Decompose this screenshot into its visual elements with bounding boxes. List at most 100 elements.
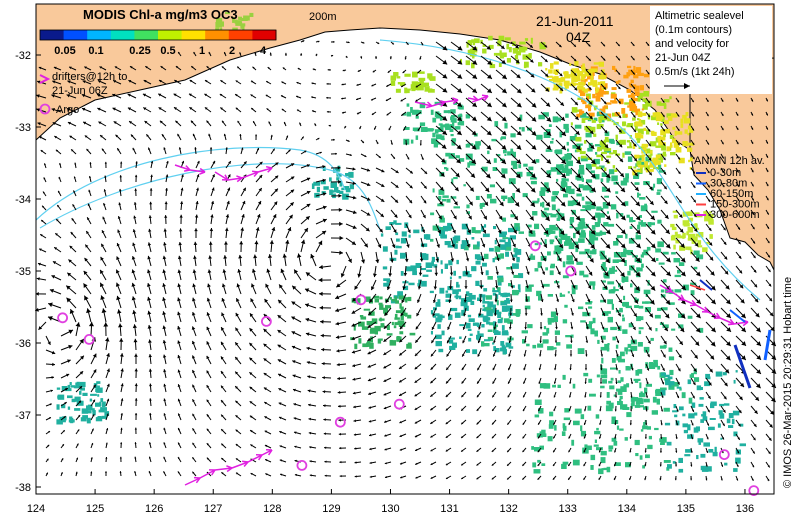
chl-speck	[578, 238, 585, 243]
chl-speck	[482, 308, 486, 311]
chl-speck	[558, 385, 561, 388]
chl-speck	[601, 152, 607, 154]
chl-speck	[615, 191, 618, 194]
chl-speck	[510, 235, 516, 239]
chl-speck	[614, 441, 618, 446]
chl-speck	[427, 128, 433, 132]
chl-speck	[348, 172, 353, 178]
chl-speck	[567, 255, 573, 261]
chl-speck	[572, 107, 578, 113]
chl-speck	[639, 119, 641, 123]
chl-speck	[612, 289, 619, 291]
chl-speck	[529, 285, 534, 287]
chl-speck	[401, 271, 404, 276]
chl-speck	[664, 408, 670, 412]
chl-speck	[531, 181, 537, 184]
chl-speck	[524, 62, 529, 68]
chl-speck	[379, 297, 382, 300]
chl-speck	[616, 213, 618, 219]
chl-speck	[566, 161, 573, 167]
chl-speck	[694, 427, 699, 432]
chl-speck	[664, 99, 670, 102]
chl-speck	[498, 319, 503, 323]
chl-speck	[723, 372, 727, 375]
chl-speck	[632, 397, 638, 401]
chl-speck	[434, 264, 438, 267]
chl-speck	[647, 426, 651, 430]
chl-speck	[472, 56, 475, 58]
chl-speck	[625, 201, 628, 206]
chl-speck	[620, 396, 623, 399]
chl-speck	[502, 218, 506, 222]
chl-speck	[58, 395, 64, 398]
chl-speck	[522, 330, 528, 333]
chl-speck	[483, 234, 490, 238]
chl-speck	[611, 140, 615, 144]
chl-speck	[642, 301, 649, 303]
chl-speck	[397, 291, 403, 296]
chl-speck	[519, 231, 524, 234]
chl-speck	[640, 166, 642, 169]
chl-speck	[592, 94, 595, 98]
chl-speck	[676, 236, 683, 239]
chl-speck	[666, 146, 670, 151]
chl-speck	[600, 386, 605, 389]
chl-speck	[593, 134, 596, 137]
chl-speck	[518, 164, 521, 168]
chl-speck	[534, 469, 541, 473]
chl-speck	[728, 425, 733, 428]
chl-speck	[551, 196, 555, 201]
chl-speck	[599, 207, 602, 211]
chl-speck	[639, 331, 642, 335]
chl-speck	[659, 263, 665, 265]
chl-speck	[611, 378, 614, 381]
chl-speck	[542, 202, 544, 208]
chl-speck	[466, 115, 469, 119]
chl-speck	[511, 161, 517, 166]
chl-speck	[90, 399, 92, 402]
chl-speck	[571, 122, 573, 125]
chl-speck	[660, 443, 665, 446]
chl-speck	[342, 194, 349, 199]
chl-speck	[522, 127, 525, 131]
chl-speck	[597, 124, 603, 127]
chl-speck	[618, 80, 621, 83]
chl-speck	[242, 25, 244, 31]
chl-speck	[617, 259, 621, 262]
chl-speck	[442, 331, 445, 336]
chl-speck	[482, 167, 488, 172]
chl-speck	[432, 118, 436, 123]
chl-speck	[580, 320, 586, 322]
chl-speck	[552, 138, 554, 140]
chl-speck	[604, 328, 608, 332]
chl-speck	[70, 418, 73, 423]
chl-speck	[655, 328, 657, 331]
chl-speck	[502, 332, 509, 336]
chl-speck	[536, 135, 542, 140]
chl-speck	[436, 302, 441, 307]
chl-speck	[486, 310, 493, 316]
chl-speck	[331, 182, 338, 188]
chl-speck	[622, 153, 624, 158]
chl-speck	[456, 155, 460, 158]
chl-speck	[623, 178, 629, 183]
chl-speck	[535, 415, 540, 418]
chl-speck	[550, 270, 554, 275]
chl-speck	[74, 408, 80, 411]
chl-speck	[674, 258, 681, 262]
chl-speck	[680, 119, 683, 124]
chl-speck	[718, 423, 721, 427]
chl-speck	[441, 269, 443, 274]
chl-speck	[733, 468, 738, 472]
chl-speck	[491, 139, 496, 141]
chl-speck	[604, 196, 609, 198]
chl-speck	[675, 289, 682, 292]
chl-speck	[724, 463, 727, 466]
chl-speck	[678, 458, 683, 463]
chl-speck	[550, 141, 553, 144]
chl-speck	[437, 324, 440, 329]
chl-speck	[472, 237, 475, 240]
chl-speck	[612, 358, 616, 363]
